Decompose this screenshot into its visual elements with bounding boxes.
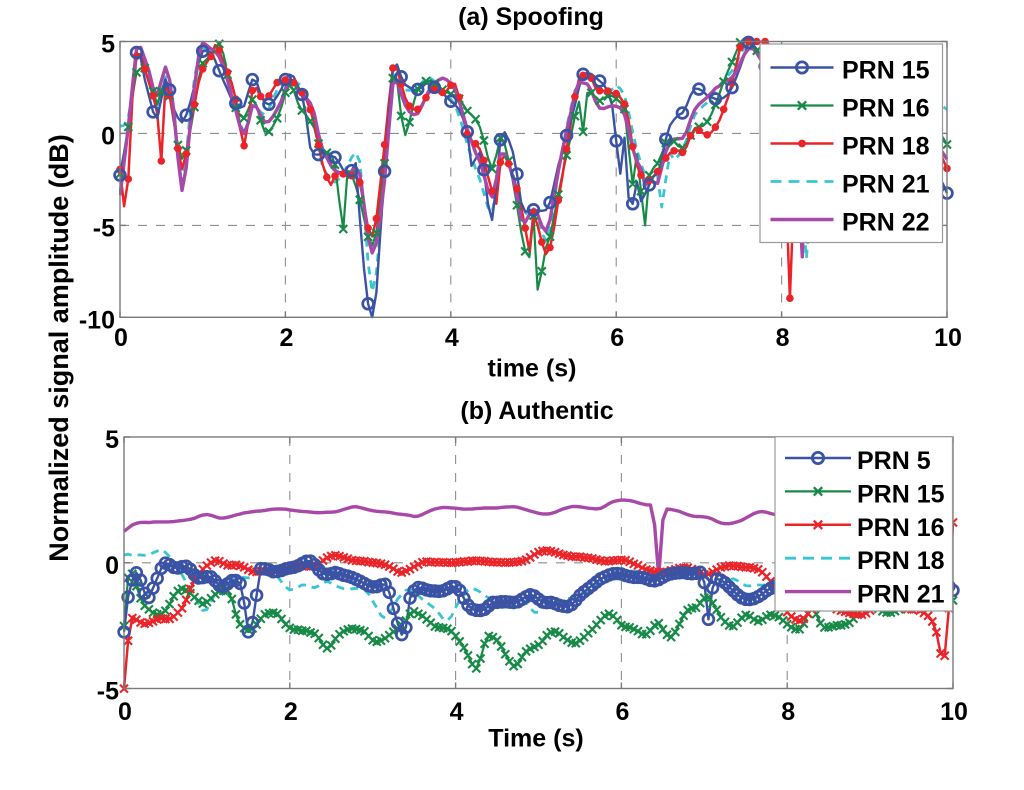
svg-text:Time (s): Time (s)	[488, 725, 583, 753]
svg-text:(b) Authentic: (b) Authentic	[460, 397, 613, 425]
svg-text:5: 5	[105, 426, 119, 454]
svg-text:4: 4	[445, 324, 459, 352]
svg-text:2: 2	[284, 698, 298, 726]
svg-text:Normalized signal amplitude (d: Normalized signal amplitude (dB)	[44, 134, 74, 562]
svg-text:0: 0	[114, 324, 128, 352]
svg-text:8: 8	[781, 698, 795, 726]
svg-text:-5: -5	[93, 215, 115, 243]
svg-text:0: 0	[101, 123, 115, 151]
svg-text:PRN 21: PRN 21	[857, 581, 945, 609]
svg-text:PRN 18: PRN 18	[857, 547, 945, 575]
svg-text:(a) Spoofing: (a) Spoofing	[458, 3, 604, 31]
svg-text:PRN 21: PRN 21	[842, 171, 930, 199]
svg-text:5: 5	[101, 31, 115, 59]
svg-text:6: 6	[610, 324, 624, 352]
svg-text:PRN 22: PRN 22	[842, 209, 930, 237]
svg-text:PRN 5: PRN 5	[857, 447, 931, 475]
svg-text:-10: -10	[79, 306, 115, 334]
svg-text:PRN 16: PRN 16	[842, 95, 930, 123]
svg-text:PRN 15: PRN 15	[842, 57, 930, 85]
svg-text:8: 8	[776, 324, 790, 352]
svg-text:time (s): time (s)	[488, 355, 577, 383]
svg-text:PRN 18: PRN 18	[842, 133, 930, 161]
svg-text:10: 10	[934, 324, 962, 352]
svg-text:4: 4	[450, 698, 464, 726]
svg-text:-5: -5	[97, 678, 119, 706]
svg-text:6: 6	[615, 698, 629, 726]
svg-text:10: 10	[940, 698, 968, 726]
svg-text:2: 2	[279, 324, 293, 352]
svg-text:PRN 15: PRN 15	[857, 480, 945, 508]
svg-text:PRN 16: PRN 16	[857, 514, 945, 542]
svg-text:0: 0	[105, 552, 119, 580]
svg-text:0: 0	[118, 698, 132, 726]
